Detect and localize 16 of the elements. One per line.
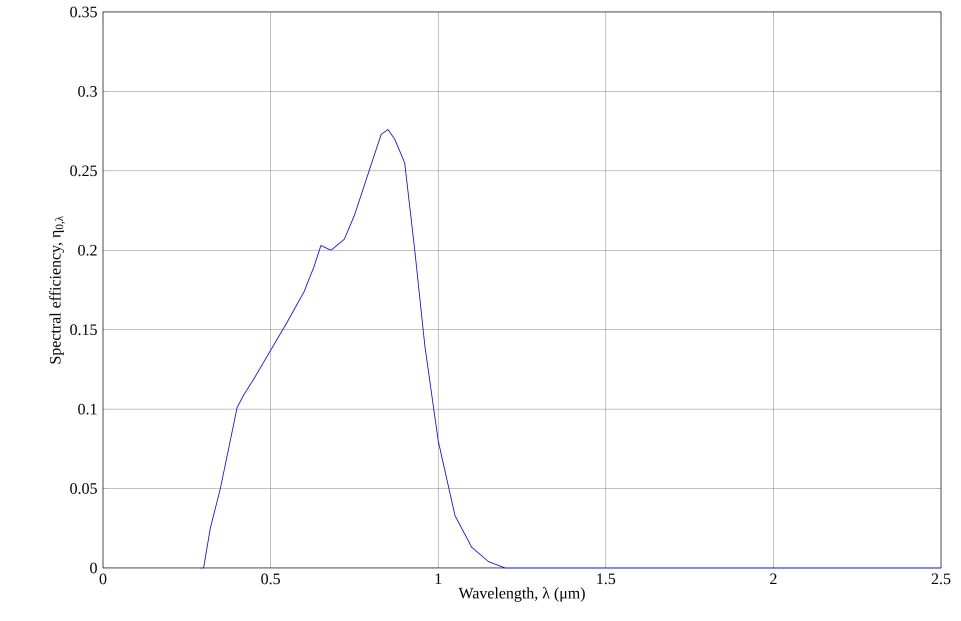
x-tick-label: 0.5 [261, 574, 280, 584]
y-axis-title: Spectral efficiency, η$_{0,λ}$ [49, 216, 65, 364]
x-tick-label: 1.5 [597, 574, 616, 584]
y-tick-label: 0.35 [70, 6, 97, 18]
y-tick-label: 0.05 [70, 483, 97, 494]
y-tick-label: 0.1 [78, 404, 97, 415]
x-tick-label: 1 [436, 574, 442, 584]
x-tick-label: 2.5 [932, 574, 950, 584]
x-axis-title: Wavelength, λ (μm) [458, 587, 585, 602]
x-tick-label: 0 [100, 574, 106, 584]
y-tick-label: 0.3 [78, 86, 97, 97]
x-tick-label: 2 [770, 574, 777, 584]
y-tick-label: 0.2 [78, 244, 97, 256]
y-tick-label: 0.25 [70, 165, 97, 176]
y-tick-label: 0.15 [70, 324, 97, 336]
y-tick-label: 0 [90, 562, 97, 574]
